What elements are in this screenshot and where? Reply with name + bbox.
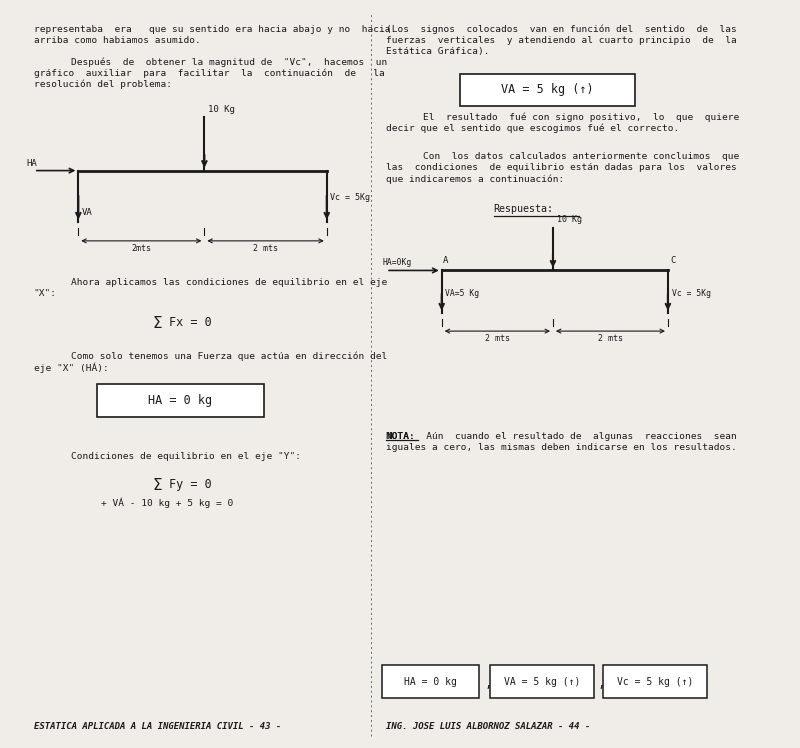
Text: 10 Kg: 10 Kg (208, 105, 235, 114)
Text: NOTA:: NOTA: (386, 432, 415, 441)
Text: Vc = 5Kg: Vc = 5Kg (672, 289, 710, 298)
Text: Condiciones de equilibrio en el eje "Y":: Condiciones de equilibrio en el eje "Y": (71, 452, 301, 461)
Text: ,: , (598, 677, 605, 690)
Text: Ahora aplicamos las condiciones de equilibrio en el eje: Ahora aplicamos las condiciones de equil… (71, 278, 387, 286)
Text: fuerzas  verticales  y atendiendo al cuarto principio  de  la: fuerzas verticales y atendiendo al cuart… (386, 36, 737, 45)
Text: Respuesta:: Respuesta: (494, 204, 554, 214)
Text: Vc = 5 kg (↑): Vc = 5 kg (↑) (617, 677, 694, 687)
Text: VA: VA (82, 208, 93, 217)
Text: Σ: Σ (153, 477, 162, 492)
Text: Fy = 0: Fy = 0 (169, 477, 211, 491)
Text: ESTATICA APLICADA A LA INGENIERIA CIVIL - 43 -: ESTATICA APLICADA A LA INGENIERIA CIVIL … (34, 722, 281, 731)
Text: El  resultado  fué con signo positivo,  lo  que  quiere: El resultado fué con signo positivo, lo … (423, 113, 739, 123)
Text: Después  de  obtener la magnitud de  "Vc",  hacemos  un: Después de obtener la magnitud de "Vc", … (71, 58, 387, 67)
Text: resolución del problema:: resolución del problema: (34, 79, 172, 89)
Text: Estática Gráfica).: Estática Gráfica). (386, 47, 490, 56)
Text: VA = 5 kg (↑): VA = 5 kg (↑) (504, 677, 580, 687)
Text: C: C (670, 257, 675, 266)
Bar (382, 666, 479, 698)
Text: 2 mts: 2 mts (485, 334, 510, 343)
Text: ING. JOSE LUIS ALBORNOZ SALAZAR - 44 -: ING. JOSE LUIS ALBORNOZ SALAZAR - 44 - (386, 722, 590, 731)
Text: Σ: Σ (153, 316, 162, 331)
Text: HA=0Kg: HA=0Kg (382, 259, 412, 268)
Text: VA=5 Kg: VA=5 Kg (446, 289, 479, 298)
Text: A: A (443, 257, 449, 266)
Text: decir que el sentido que escogimos fué el correcto.: decir que el sentido que escogimos fué e… (386, 124, 679, 133)
Text: 2mts: 2mts (131, 244, 151, 254)
Text: (Los  signos  colocados  van en función del  sentido  de  las: (Los signos colocados van en función del… (386, 25, 737, 34)
Text: iguales a cero, las mismas deben indicarse en los resultados.: iguales a cero, las mismas deben indicar… (386, 443, 737, 452)
Text: 2 mts: 2 mts (598, 334, 623, 343)
Text: Fx = 0: Fx = 0 (169, 316, 211, 329)
Text: Como solo tenemos una Fuerza que actúa en dirección del: Como solo tenemos una Fuerza que actúa e… (71, 352, 387, 361)
Bar (97, 384, 264, 417)
Text: NOTA:  Aún  cuando el resultado de  algunas  reacciones  sean: NOTA: Aún cuando el resultado de algunas… (386, 432, 737, 441)
Text: VA = 5 kg (↑): VA = 5 kg (↑) (501, 84, 594, 96)
Text: + VÁ - 10 kg + 5 kg = 0: + VÁ - 10 kg + 5 kg = 0 (101, 497, 233, 508)
Bar (603, 666, 707, 698)
Text: eje "X" (HÁ):: eje "X" (HÁ): (34, 363, 109, 373)
Text: ,: , (485, 677, 492, 690)
Text: 2 mts: 2 mts (253, 244, 278, 254)
Text: las  condiciones  de equilibrio están dadas para los  valores: las condiciones de equilibrio están dada… (386, 163, 737, 172)
Text: HA = 0 kg: HA = 0 kg (404, 677, 457, 687)
Text: representaba  era   que su sentido era hacia abajo y no  hacia: representaba era que su sentido era haci… (34, 25, 390, 34)
Text: Vc = 5Kg: Vc = 5Kg (330, 193, 370, 202)
Text: HA = 0 kg: HA = 0 kg (148, 394, 212, 407)
Text: HA: HA (26, 159, 37, 168)
Text: que indicaremos a continuación:: que indicaremos a continuación: (386, 174, 564, 184)
Text: Con  los datos calculados anteriormente concluimos  que: Con los datos calculados anteriormente c… (423, 152, 739, 161)
Bar (460, 74, 634, 106)
Text: 10 Kg: 10 Kg (557, 215, 582, 224)
Text: "X":: "X": (34, 289, 57, 298)
Bar (490, 666, 594, 698)
Text: gráfico  auxiliar  para  facilitar  la  continuación  de   la: gráfico auxiliar para facilitar la conti… (34, 69, 385, 78)
Text: + VÁ - 5 kg = 0: + VÁ - 5 kg = 0 (482, 78, 569, 88)
Text: arriba como habiamos asumido.: arriba como habiamos asumido. (34, 36, 201, 45)
